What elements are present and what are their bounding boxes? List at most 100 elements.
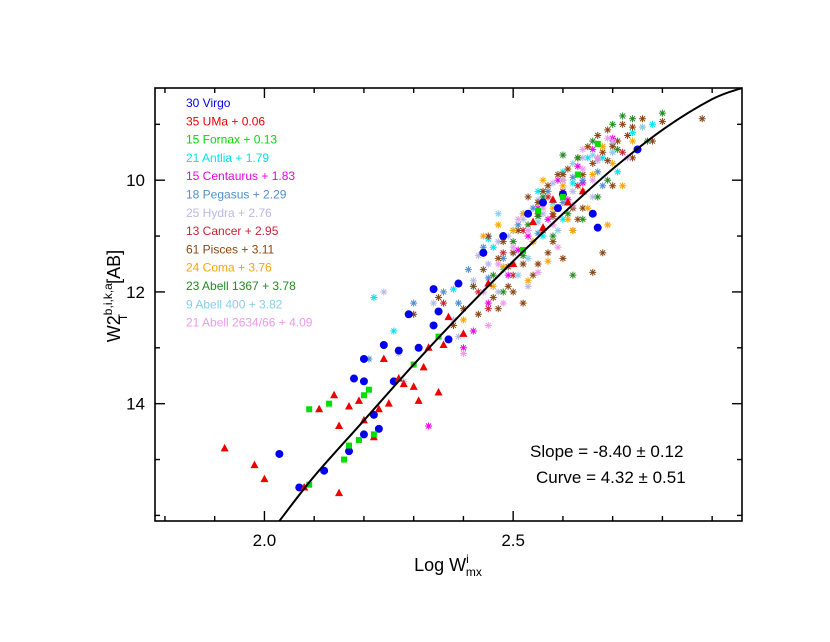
asterisk-point [599,249,607,257]
asterisk-point [594,168,602,176]
triangle-point [315,404,324,413]
asterisk-point [489,271,497,279]
asterisk-point [534,218,542,226]
circle-point [359,430,368,439]
asterisk-point [519,252,527,260]
asterisk-point [698,115,706,123]
asterisk-point [609,137,617,145]
plot-frame [154,87,743,522]
legend-entry: 9 Abell 400 + 3.82 [186,297,283,311]
triangle-point [434,387,443,396]
asterisk-point [494,305,502,313]
legend-entry: 25 Hydra + 2.76 [186,206,272,220]
asterisk-point [549,210,557,218]
square-point [355,436,362,443]
asterisk-point [449,285,457,293]
asterisk-point [574,162,582,170]
circle-point [414,343,423,352]
asterisk-point [519,260,527,268]
asterisk-point [380,288,388,296]
circle-point [359,377,368,386]
asterisk-point [599,182,607,190]
circle-point [429,321,438,330]
asterisk-point [594,131,602,139]
asterisk-point [459,316,467,324]
circle-point [345,447,354,456]
asterisk-point [534,268,542,276]
asterisk-point [524,193,532,201]
data-marks [220,109,706,497]
asterisk-point [435,294,443,302]
triangle-point [439,340,448,349]
circle-point [429,285,438,294]
asterisk-point [639,115,647,123]
asterisk-point [514,226,522,234]
square-point [326,400,333,407]
legend-entry: 13 Cancer + 2.95 [186,224,279,238]
circle-point [593,223,602,232]
asterisk-point [539,176,547,184]
circle-point [553,204,562,213]
circle-point [444,335,453,344]
square-point [594,140,601,147]
circle-point [454,279,463,288]
asterisk-point [559,176,567,184]
legend-entry: 21 Abell 2634/66 + 4.09 [186,316,313,330]
circle-point [404,310,413,319]
asterisk-point [494,260,502,268]
triangle-point [260,474,269,483]
legend-entry: 18 Pegasus + 2.29 [186,188,287,202]
y-tick-label: 12 [126,283,145,302]
square-point [370,431,377,438]
triangle-point [459,329,468,337]
asterisk-point [504,282,512,290]
asterisk-point [564,210,572,218]
legend-entry: 24 Coma + 3.76 [186,261,272,275]
asterisk-point [474,310,482,318]
asterisk-point [629,129,637,137]
asterisk-point [554,226,562,234]
asterisk-point [629,115,637,123]
triangle-point [300,482,309,491]
x-axis-label: Log Wi mx [414,552,482,579]
square-point [520,247,527,254]
triangle-point [539,223,548,231]
square-point [365,386,372,393]
asterisk-point [425,422,433,430]
asterisk-point [494,221,502,229]
slope-annotation: Slope = -8.40 ± 0.12 [530,442,683,461]
square-point [535,207,542,214]
asterisk-point [604,126,612,134]
circle-point [479,248,488,257]
circle-point [539,198,548,207]
triangle-point [250,460,259,469]
asterisk-point [584,204,592,212]
asterisk-point [469,282,477,290]
triangle-point [399,379,408,388]
asterisk-point [589,159,597,167]
triangle-point [529,217,538,226]
square-point [559,193,566,200]
legend-entry: 35 UMa + 0.06 [186,114,265,128]
asterisk-point [604,221,612,229]
asterisk-point [479,232,487,240]
asterisk-point [410,299,418,307]
asterisk-point [464,266,472,274]
asterisk-point [569,271,577,279]
asterisk-point [549,232,557,240]
triangle-point [409,382,418,390]
asterisk-point [658,118,666,126]
triangle-point [444,312,453,321]
square-point [346,442,353,449]
asterisk-point [579,145,587,153]
asterisk-point [430,299,438,307]
circle-point [275,449,284,458]
circle-point [499,232,508,241]
asterisk-point [619,120,627,128]
asterisk-point [559,215,567,223]
asterisk-point [614,168,622,176]
triangle-point [220,443,229,452]
asterisk-point [589,171,597,179]
asterisk-point [629,123,637,131]
